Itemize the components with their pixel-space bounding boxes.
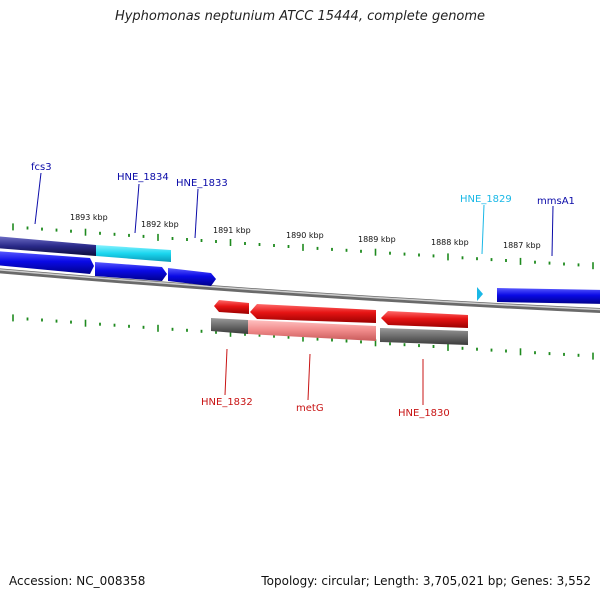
tick-label-1889: 1889 kbp: [358, 235, 396, 244]
tick-label-1893: 1893 kbp: [70, 213, 108, 222]
hne-1833-leader-line: [194, 188, 199, 239]
gene-label-metG[interactable]: metG: [296, 403, 324, 414]
mmsA1-leader-line: [551, 205, 554, 257]
gene-label-hne-1830[interactable]: HNE_1830: [398, 408, 450, 419]
hne-1829-gene-arrow[interactable]: [477, 287, 483, 301]
genome-summary: Topology: circular; Length: 3,705,021 bp…: [261, 574, 591, 588]
hne-1832-gene-arrow[interactable]: [214, 300, 249, 314]
fcs3-leader-line: [34, 172, 42, 225]
hne-1829-leader-line: [481, 204, 485, 255]
hne-1832-hit-bar: [211, 318, 248, 334]
fcs3-gene-arrow[interactable]: [0, 251, 94, 274]
map-title: Hyphomonas neptunium ATCC 15444, complet…: [114, 9, 486, 24]
outer-tick-row: [12, 223, 594, 270]
hne-1833-gene-arrow[interactable]: [168, 268, 216, 286]
inner-tick-row: [12, 314, 594, 360]
hne-1834-hit-bar: [96, 245, 171, 262]
hne-1834-leader-line: [134, 183, 140, 234]
genome-backbone-highlight: [0, 269, 600, 311]
mmsA1-gene-arrow[interactable]: [497, 288, 600, 304]
tick-label-1890: 1890 kbp: [286, 231, 324, 240]
metG-hit-bar: [248, 320, 376, 341]
fcs3-hit-bar: [0, 236, 96, 256]
tick-label-1887: 1887 kbp: [503, 241, 541, 250]
gene-label-hne-1829[interactable]: HNE_1829: [460, 194, 512, 205]
gene-label-hne-1833[interactable]: HNE_1833: [176, 178, 228, 189]
metG-leader-line: [307, 353, 311, 401]
hne-1834-gene-arrow[interactable]: [95, 262, 167, 281]
gene-label-hne-1834[interactable]: HNE_1834: [117, 172, 169, 183]
accession-label: Accession: NC_008358: [9, 574, 146, 588]
gene-label-mmsA1[interactable]: mmsA1: [537, 196, 575, 207]
tick-label-1891: 1891 kbp: [213, 226, 251, 235]
tick-label-1888: 1888 kbp: [431, 238, 469, 247]
metG-gene-arrow[interactable]: [250, 304, 376, 323]
genome-backbone: [0, 268, 600, 314]
tick-label-1892: 1892 kbp: [141, 220, 179, 229]
hne-1830-hit-bar: [380, 328, 468, 345]
gene-label-hne-1832[interactable]: HNE_1832: [201, 397, 253, 408]
gene-label-fcs3[interactable]: fcs3: [31, 162, 52, 173]
hne-1830-gene-arrow[interactable]: [381, 311, 468, 328]
hne-1832-leader-line: [224, 348, 228, 396]
